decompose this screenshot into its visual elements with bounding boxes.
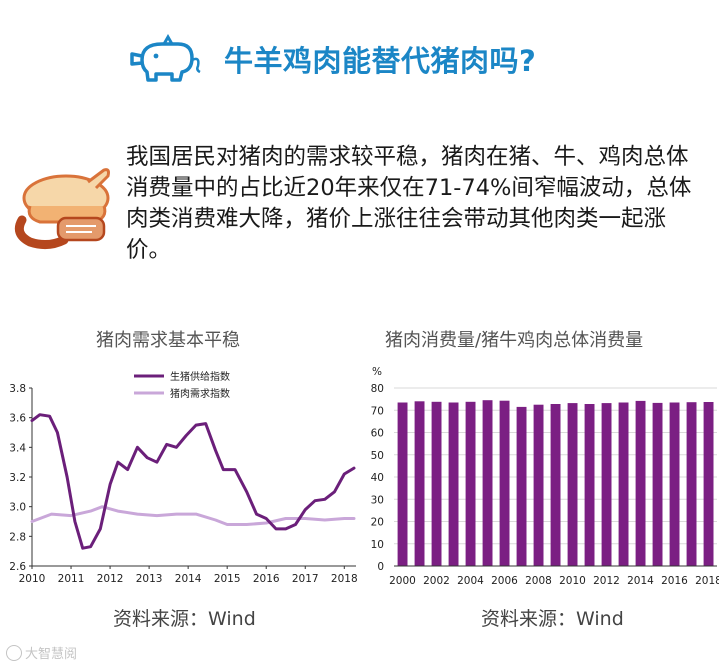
page-title: 牛羊鸡肉能替代猪肉吗?	[224, 44, 537, 78]
bar-chart-title: 猪肉消费量/猪牛鸡肉总体消费量	[385, 330, 644, 351]
x-tick-label: 2006	[491, 575, 518, 587]
series-line-supply	[30, 413, 356, 550]
x-tick-label: 2018	[331, 573, 358, 585]
bar-chart: % 0 10 20 30 40 50 60 70 80 2000 2002 2004 2006 2008…	[371, 366, 719, 587]
y-unit-label: %	[372, 366, 382, 378]
bar-2012	[601, 403, 612, 566]
bar-2011	[584, 404, 595, 566]
y-tick-label: 2.8	[9, 531, 26, 543]
x-tick-label: 2012	[593, 575, 620, 587]
legend: 生猪供给指数 猪肉需求指数	[134, 370, 230, 400]
x-tick-label: 2002	[423, 575, 450, 587]
y-tick-label: 3.4	[9, 442, 26, 454]
bar-2002	[431, 401, 442, 566]
bar-2014	[635, 400, 646, 566]
x-tick-label: 2017	[292, 573, 319, 585]
legend-label-supply: 生猪供给指数	[170, 370, 230, 383]
y-tick-label: 40	[371, 472, 384, 484]
y-tick-label: 3.0	[9, 502, 26, 514]
x-tick-label: 2018	[695, 575, 719, 587]
y-tick-label: 3.6	[9, 413, 26, 425]
bar-2001	[414, 401, 425, 566]
x-tick-label: 2016	[253, 573, 280, 585]
bar-2013	[618, 402, 629, 566]
x-tick-label: 2014	[175, 573, 202, 585]
bar-2010	[567, 403, 578, 566]
y-tick-label: 70	[371, 405, 384, 417]
y-axis-ticks: 0 10 20 30 40 50 60 70 80	[371, 383, 384, 573]
x-tick-label: 2014	[627, 575, 654, 587]
bar-2017	[686, 402, 697, 566]
intro-text: 我国居民对猪肉的需求较平稳，猪肉在猪、牛、鸡肉总体消费量中的占比近20年来仅在7…	[126, 144, 692, 263]
x-tick-label: 2004	[457, 575, 484, 587]
watermark: 大智慧阅	[6, 643, 77, 662]
bar-2003	[448, 402, 459, 566]
bar-2007	[516, 406, 527, 566]
x-tick-label: 2000	[389, 575, 416, 587]
bar-2000	[397, 402, 408, 566]
y-tick-label: 20	[371, 517, 384, 529]
y-tick-label: 3.8	[9, 383, 26, 395]
series-line-demand	[30, 505, 356, 526]
bar-2016	[669, 402, 680, 566]
watermark-text: 大智慧阅	[25, 647, 78, 662]
y-tick-label: 2.6	[9, 561, 26, 573]
x-tick-label: 2010	[559, 575, 586, 587]
y-tick-label: 80	[371, 383, 384, 395]
bar-2018	[703, 402, 714, 566]
y-tick-label: 10	[371, 539, 384, 551]
bar-2004	[465, 401, 476, 566]
x-tick-label: 2012	[97, 573, 124, 585]
x-axis-ticks: 2000 2002 2004 2006 2008 2010 2012 2014 2016 2018	[389, 575, 719, 587]
bar-2005	[482, 400, 493, 566]
line-chart: 2.62.83.03.23.43.63.8 2010 2011 2012 2013 20…	[9, 370, 358, 585]
line-chart-title: 猪肉需求基本平稳	[96, 330, 240, 351]
x-axis-ticks: 2010 2011 2012 2013 2014 2015 2016 2017 2018	[19, 566, 358, 585]
bars	[397, 400, 714, 566]
bar-2015	[652, 402, 663, 566]
x-tick-label: 2010	[19, 573, 46, 585]
y-tick-label: 30	[371, 494, 384, 506]
x-tick-label: 2011	[58, 573, 85, 585]
y-tick-label: 50	[371, 450, 384, 462]
x-tick-label: 2016	[661, 575, 688, 587]
watermark-icon	[6, 645, 22, 661]
x-tick-label: 2008	[525, 575, 552, 587]
line-chart-source: 资料来源：Wind	[113, 608, 256, 630]
y-axis-ticks: 2.6 2.8 3.0 3.2 3.4 3.6 3.8	[9, 383, 32, 573]
y-tick-label: 3.2	[9, 472, 26, 484]
header: 牛羊鸡肉能替代猪肉吗?	[0, 30, 719, 90]
bar-2006	[499, 400, 510, 566]
x-tick-label: 2013	[136, 573, 163, 585]
legend-label-demand: 猪肉需求指数	[170, 387, 230, 400]
y-tick-label: 0	[377, 561, 384, 573]
y-tick-label: 60	[371, 428, 384, 440]
x-tick-label: 2015	[214, 573, 241, 585]
pig-icon	[130, 34, 201, 82]
bar-2008	[533, 404, 544, 566]
food-icon	[14, 168, 110, 250]
series-lines	[30, 413, 356, 550]
bar-2009	[550, 404, 561, 566]
bar-chart-source: 资料来源：Wind	[481, 608, 624, 630]
